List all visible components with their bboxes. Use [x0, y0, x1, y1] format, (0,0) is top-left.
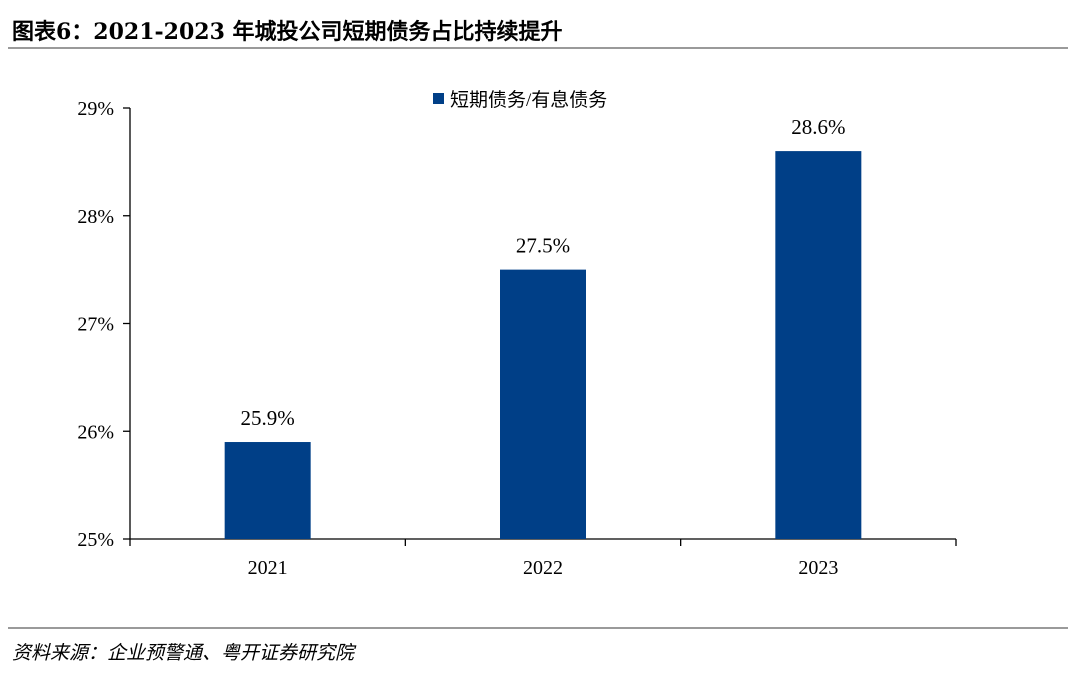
y-tick-label-0: 25% [77, 529, 114, 551]
legend-label: 短期债务/有息债务 [450, 89, 607, 111]
bar-chart: 25% 26% 27% 28% 29% 25.9% 2021 27.5% 2022 28.6% 20… [77, 89, 957, 579]
bar-2022 [500, 269, 586, 539]
legend: 短期债务/有息债务 [433, 89, 607, 111]
x-tick-label-2022: 2022 [523, 557, 563, 579]
bar-2023 [775, 151, 862, 539]
data-label-2023: 28.6% [791, 115, 845, 139]
legend-swatch [433, 93, 444, 104]
source-divider [8, 627, 1068, 629]
figure-title: 图表6：2021-2023 年城投公司短期债务占比持续提升 [12, 19, 563, 45]
y-tick-label-2: 27% [77, 314, 114, 336]
x-tick-label-2023: 2023 [798, 557, 838, 579]
data-label-2022: 27.5% [516, 234, 570, 258]
bar-2021 [224, 442, 311, 539]
y-tick-label-3: 28% [77, 206, 114, 228]
title-divider [8, 47, 1068, 49]
data-label-2021: 25.9% [241, 406, 295, 430]
y-tick-label-1: 26% [77, 421, 114, 443]
x-tick-label-2021: 2021 [248, 557, 288, 579]
source-note: 资料来源：企业预警通、粤开证券研究院 [12, 642, 355, 664]
y-tick-label-4: 29% [77, 98, 114, 120]
